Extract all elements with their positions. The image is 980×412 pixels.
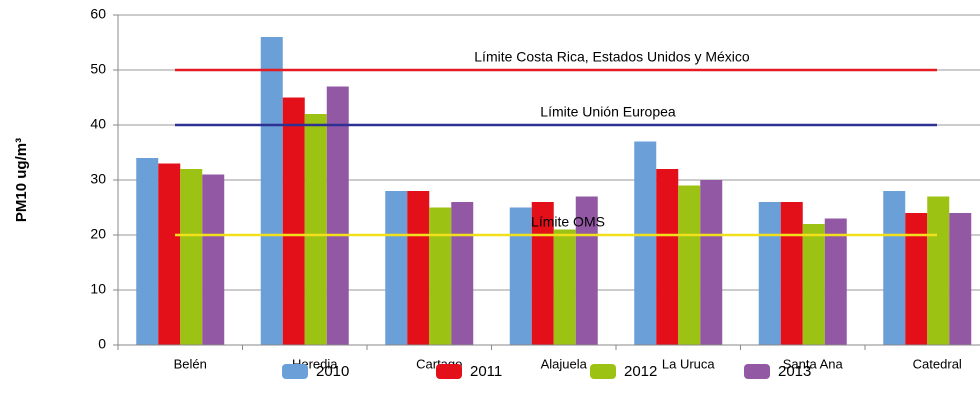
y-tick-label: 30 — [90, 171, 106, 187]
x-tick-label: Alajuela — [541, 356, 588, 371]
bar — [304, 114, 327, 345]
y-tick-label: 0 — [98, 336, 106, 352]
reference-label: Límite Unión Europea — [540, 104, 676, 120]
bar — [905, 213, 928, 345]
bar — [429, 207, 452, 345]
bar — [326, 86, 349, 345]
bar — [949, 213, 972, 345]
bar — [531, 202, 554, 345]
bar — [282, 97, 305, 345]
legend-label: 2010 — [316, 363, 349, 380]
bar — [883, 191, 906, 345]
legend-swatch — [436, 364, 462, 379]
bar — [260, 37, 283, 345]
y-tick-label: 50 — [90, 61, 106, 77]
bar — [656, 169, 679, 345]
bar — [407, 191, 430, 345]
legend-label: 2013 — [778, 363, 811, 380]
reference-label: Límite OMS — [531, 214, 605, 230]
bar — [180, 169, 203, 345]
legend-label: 2011 — [470, 363, 502, 380]
bar — [575, 196, 598, 345]
bar — [509, 207, 532, 345]
bar — [158, 163, 181, 345]
legend-swatch — [282, 364, 308, 379]
y-axis-label: PM10 ug/m³ — [13, 138, 30, 222]
y-tick-label: 20 — [90, 226, 106, 242]
bar — [385, 191, 408, 345]
bar — [700, 180, 723, 345]
legend-label: 2012 — [624, 363, 657, 380]
y-tick-label: 60 — [90, 6, 106, 22]
bar — [780, 202, 803, 345]
bar — [451, 202, 474, 345]
bar — [678, 185, 701, 345]
bar — [758, 202, 781, 345]
legend-swatch — [590, 364, 616, 379]
bar — [634, 141, 657, 345]
reference-label: Límite Costa Rica, Estados Unidos y Méxi… — [474, 49, 750, 65]
bar — [824, 218, 847, 345]
bar — [802, 224, 825, 345]
x-tick-label: Belén — [174, 356, 207, 371]
bar — [553, 229, 576, 345]
x-tick-label: Santa Ana — [783, 356, 844, 371]
legend-swatch — [744, 364, 770, 379]
bar — [927, 196, 950, 345]
y-tick-label: 40 — [90, 116, 106, 132]
bar — [136, 158, 159, 345]
bar — [202, 174, 225, 345]
y-tick-label: 10 — [90, 281, 106, 297]
x-tick-label: La Uruca — [662, 356, 716, 371]
x-tick-label: Catedral — [913, 356, 962, 371]
